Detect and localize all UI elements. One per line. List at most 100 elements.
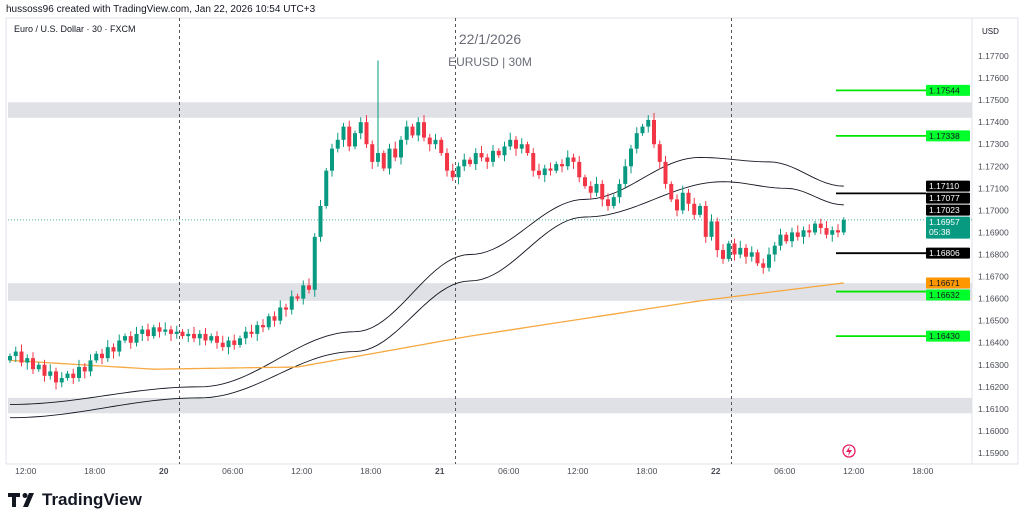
candle bbox=[807, 224, 812, 238]
candle-body bbox=[583, 177, 587, 187]
candle-body bbox=[801, 230, 806, 237]
candle bbox=[531, 148, 536, 177]
price-tick: 1.16100 bbox=[978, 404, 1009, 414]
candle bbox=[330, 143, 334, 177]
candle-body bbox=[439, 139, 444, 154]
time-tick: 18:00 bbox=[84, 466, 106, 476]
candle bbox=[617, 179, 622, 204]
candle-body bbox=[514, 139, 518, 149]
candle bbox=[157, 322, 162, 338]
candle-body bbox=[416, 122, 421, 136]
candle bbox=[209, 333, 214, 344]
candle-body bbox=[646, 119, 651, 127]
candle bbox=[376, 60, 380, 167]
candle-body bbox=[790, 232, 794, 242]
candle-body bbox=[123, 336, 127, 341]
candle bbox=[790, 227, 794, 248]
candle-body bbox=[48, 371, 53, 376]
candle-body bbox=[617, 183, 622, 198]
candle bbox=[324, 168, 329, 209]
candle bbox=[744, 244, 748, 264]
price-tick: 1.16500 bbox=[978, 316, 1009, 326]
candle-body bbox=[571, 157, 576, 162]
price-tick: 1.17100 bbox=[978, 183, 1009, 193]
candle bbox=[220, 335, 225, 351]
candle bbox=[767, 247, 771, 272]
candle bbox=[289, 290, 294, 315]
candle bbox=[675, 194, 679, 217]
candle-body bbox=[31, 358, 35, 370]
candle-body bbox=[105, 347, 110, 359]
candle-body bbox=[25, 358, 30, 363]
candle bbox=[772, 241, 777, 262]
candle bbox=[180, 329, 185, 339]
last-price-label-bg bbox=[926, 216, 970, 239]
candle bbox=[795, 225, 800, 241]
candle-body bbox=[468, 159, 472, 165]
candle-body bbox=[721, 250, 725, 259]
candle-body bbox=[709, 221, 714, 237]
candle bbox=[502, 141, 507, 162]
candle bbox=[824, 220, 829, 239]
candle-body bbox=[111, 347, 116, 352]
candle-body bbox=[824, 228, 829, 235]
candle bbox=[77, 359, 81, 382]
candle bbox=[519, 138, 524, 154]
candle bbox=[146, 323, 150, 341]
price-tick: 1.16900 bbox=[978, 227, 1009, 237]
indicator-price-label-bg bbox=[926, 204, 970, 216]
candle-body bbox=[830, 230, 835, 235]
candle bbox=[738, 240, 743, 259]
candle-body bbox=[404, 126, 409, 140]
candle-body bbox=[393, 148, 398, 158]
candle bbox=[491, 144, 495, 167]
candle-body bbox=[146, 329, 150, 337]
candle-body bbox=[784, 234, 789, 242]
candle bbox=[65, 370, 70, 381]
candle-body bbox=[433, 139, 438, 145]
candle-body bbox=[36, 364, 41, 370]
candle bbox=[215, 331, 219, 349]
candle bbox=[560, 159, 564, 173]
candle bbox=[571, 153, 576, 169]
candle-body bbox=[594, 183, 599, 193]
price-tick: 1.16200 bbox=[978, 382, 1009, 392]
candle bbox=[715, 217, 720, 258]
candle-body bbox=[335, 139, 340, 149]
candle bbox=[841, 217, 846, 236]
candle-body bbox=[151, 327, 156, 337]
candle-body bbox=[588, 186, 593, 193]
candle bbox=[479, 145, 484, 162]
candle-body bbox=[663, 161, 668, 184]
time-tick: 12:00 bbox=[291, 466, 313, 476]
candle-body bbox=[180, 331, 185, 337]
candle bbox=[468, 157, 472, 167]
candle-body bbox=[100, 353, 104, 359]
candle bbox=[105, 340, 110, 362]
candle-body bbox=[531, 153, 536, 171]
candle-body bbox=[307, 285, 311, 290]
candle-body bbox=[445, 153, 449, 171]
candle bbox=[203, 327, 208, 346]
price-tick: 1.16000 bbox=[978, 426, 1009, 436]
candle-body bbox=[249, 331, 254, 334]
candle-body bbox=[686, 192, 691, 204]
time-tick: 21 bbox=[435, 466, 445, 476]
candle-body bbox=[767, 254, 771, 268]
candle bbox=[261, 319, 265, 333]
time-tick: 18:00 bbox=[636, 466, 658, 476]
candle bbox=[192, 326, 196, 343]
time-tick: 18:00 bbox=[912, 466, 934, 476]
candle-body bbox=[577, 161, 582, 178]
candle bbox=[755, 249, 760, 266]
candle-body bbox=[611, 197, 616, 206]
candle-body bbox=[65, 373, 70, 379]
candle-body bbox=[629, 148, 633, 167]
candle bbox=[422, 115, 426, 142]
candle-body bbox=[744, 247, 748, 257]
candle-body bbox=[634, 133, 639, 149]
candle bbox=[59, 372, 64, 388]
candle bbox=[243, 326, 248, 345]
candle bbox=[709, 214, 714, 241]
